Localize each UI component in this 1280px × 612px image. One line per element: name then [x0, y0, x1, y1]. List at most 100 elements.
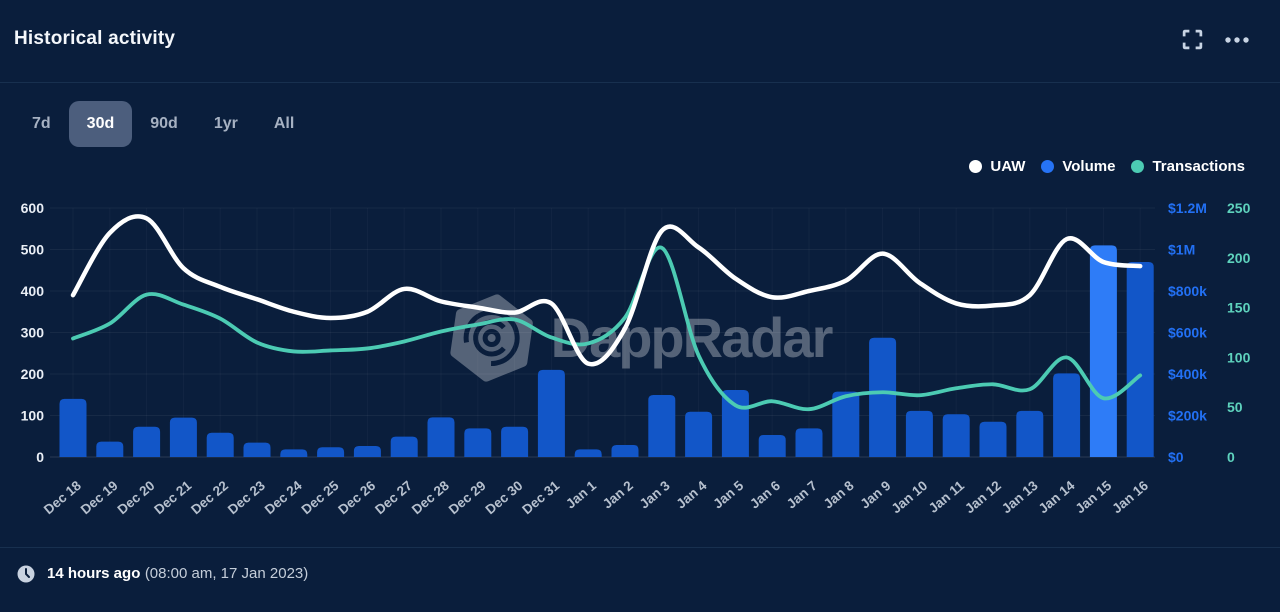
volume-bar[interactable] — [464, 428, 492, 457]
tab-30d[interactable]: 30d — [68, 101, 133, 147]
left-axis-tick: 600 — [21, 200, 45, 216]
page-title: Historical activity — [14, 28, 176, 49]
volume-axis-tick: $200k — [1168, 408, 1207, 424]
volume-bar[interactable] — [243, 442, 271, 457]
x-axis-label: Dec 19 — [78, 478, 121, 517]
volume-bar[interactable] — [942, 414, 970, 457]
x-axis-label: Dec 25 — [299, 478, 342, 518]
volume-bar[interactable] — [1053, 373, 1081, 457]
volume-bar[interactable] — [206, 432, 234, 457]
legend-dot-transactions — [1131, 160, 1145, 173]
legend-label-uaw: UAW — [990, 158, 1026, 175]
x-axis-label: Dec 24 — [262, 478, 305, 518]
volume-bar[interactable] — [574, 449, 602, 457]
volume-bar[interactable] — [317, 447, 345, 457]
volume-bar[interactable] — [795, 428, 823, 457]
x-axis-label: Jan 12 — [962, 478, 1004, 517]
volume-bar[interactable] — [648, 394, 676, 457]
x-axis-label: Jan 15 — [1072, 477, 1114, 516]
transactions-axis-tick: 150 — [1227, 300, 1251, 316]
fullscreen-icon[interactable] — [1181, 28, 1204, 51]
legend-item-uaw[interactable]: UAW — [969, 158, 1025, 175]
tab-90d[interactable]: 90d — [150, 115, 178, 132]
x-axis-label: Jan 14 — [1036, 477, 1078, 516]
legend-dot-uaw — [969, 160, 983, 173]
transactions-axis-tick: 50 — [1227, 399, 1243, 415]
x-axis-label: Dec 20 — [115, 478, 158, 517]
transactions-axis-tick: 0 — [1227, 449, 1235, 465]
volume-bar[interactable] — [59, 398, 87, 457]
x-axis-label: Jan 10 — [888, 478, 930, 517]
volume-bar[interactable] — [979, 421, 1007, 457]
transactions-line — [71, 245, 1143, 412]
volume-bar[interactable] — [96, 441, 124, 457]
tab-all[interactable]: All — [273, 115, 295, 132]
last-updated-footer: 14 hours ago (08:00 am, 17 Jan 2023) — [17, 565, 308, 583]
volume-bar[interactable] — [832, 391, 860, 457]
x-axis-label: Jan 2 — [600, 478, 636, 512]
x-axis-label: Jan 11 — [926, 477, 968, 515]
x-axis-label: Jan 16 — [1109, 477, 1151, 516]
volume-bar[interactable] — [501, 426, 529, 457]
x-axis-label: Dec 21 — [151, 478, 194, 518]
footer-divider — [0, 547, 1280, 548]
volume-axis-tick: $400k — [1168, 366, 1207, 382]
left-axis-tick: 100 — [21, 408, 45, 424]
x-axis-label: Jan 5 — [710, 477, 746, 511]
legend-item-volume[interactable]: Volume — [1041, 158, 1115, 175]
header-toolbar — [1181, 28, 1250, 51]
tab-7d[interactable]: 7d — [32, 115, 51, 132]
volume-bar[interactable] — [169, 417, 197, 457]
volume-bar[interactable] — [685, 411, 713, 457]
x-axis-label: Jan 4 — [673, 477, 709, 511]
legend-label-transactions: Transactions — [1152, 158, 1245, 175]
time-range-tabs: 7d 30d 90d 1yr All — [14, 101, 312, 147]
volume-axis-tick: $800k — [1168, 283, 1207, 299]
x-axis-label: Jan 8 — [821, 477, 857, 511]
volume-axis-tick: $0 — [1168, 449, 1184, 465]
volume-bar[interactable] — [537, 369, 565, 457]
volume-bar[interactable] — [353, 446, 381, 457]
x-axis-label: Dec 23 — [225, 478, 268, 518]
x-axis-label: Jan 6 — [747, 477, 783, 511]
volume-bar[interactable] — [905, 410, 933, 457]
x-axis-label: Dec 18 — [41, 478, 84, 518]
volume-bar[interactable] — [390, 436, 418, 457]
legend-label-volume: Volume — [1062, 158, 1116, 175]
volume-bar[interactable] — [1089, 245, 1117, 457]
legend-dot-volume — [1041, 160, 1055, 173]
left-axis-tick: 300 — [21, 325, 45, 341]
volume-bar[interactable] — [1126, 261, 1154, 457]
header-divider — [0, 82, 1280, 83]
dappradar-watermark: DappRadar — [449, 294, 833, 382]
relative-time: 14 hours ago — [47, 565, 141, 582]
x-axis-label: Jan 7 — [784, 478, 820, 512]
transactions-axis-tick: 200 — [1227, 250, 1251, 266]
volume-bar[interactable] — [280, 449, 308, 457]
x-axis-label: Dec 31 — [519, 478, 562, 518]
x-axis-label: Dec 28 — [409, 478, 452, 518]
x-axis-label: Jan 1 — [563, 477, 599, 511]
volume-bar[interactable] — [758, 435, 786, 457]
x-axis-label: Dec 29 — [446, 478, 489, 517]
x-axis-label: Dec 26 — [335, 478, 378, 518]
absolute-time: (08:00 am, 17 Jan 2023) — [144, 565, 309, 582]
volume-axis-tick: $600k — [1168, 325, 1207, 341]
volume-bar[interactable] — [427, 417, 455, 457]
volume-bar[interactable] — [133, 426, 161, 457]
left-axis-tick: 0 — [36, 449, 44, 465]
more-menu-icon[interactable] — [1224, 36, 1250, 44]
volume-bar[interactable] — [1016, 410, 1044, 457]
volume-axis-tick: $1.2M — [1168, 200, 1207, 216]
legend-item-transactions[interactable]: Transactions — [1131, 158, 1245, 175]
transactions-axis-tick: 250 — [1227, 200, 1251, 216]
chart-legend: UAW Volume Transactions — [969, 158, 1245, 175]
volume-bar[interactable] — [611, 444, 639, 457]
x-axis-label: Jan 9 — [857, 478, 893, 512]
volume-bar[interactable] — [869, 337, 897, 457]
tab-1yr[interactable]: 1yr — [213, 115, 238, 132]
left-axis-tick: 400 — [21, 283, 45, 299]
clock-icon — [17, 565, 35, 583]
transactions-axis-tick: 100 — [1227, 349, 1251, 365]
